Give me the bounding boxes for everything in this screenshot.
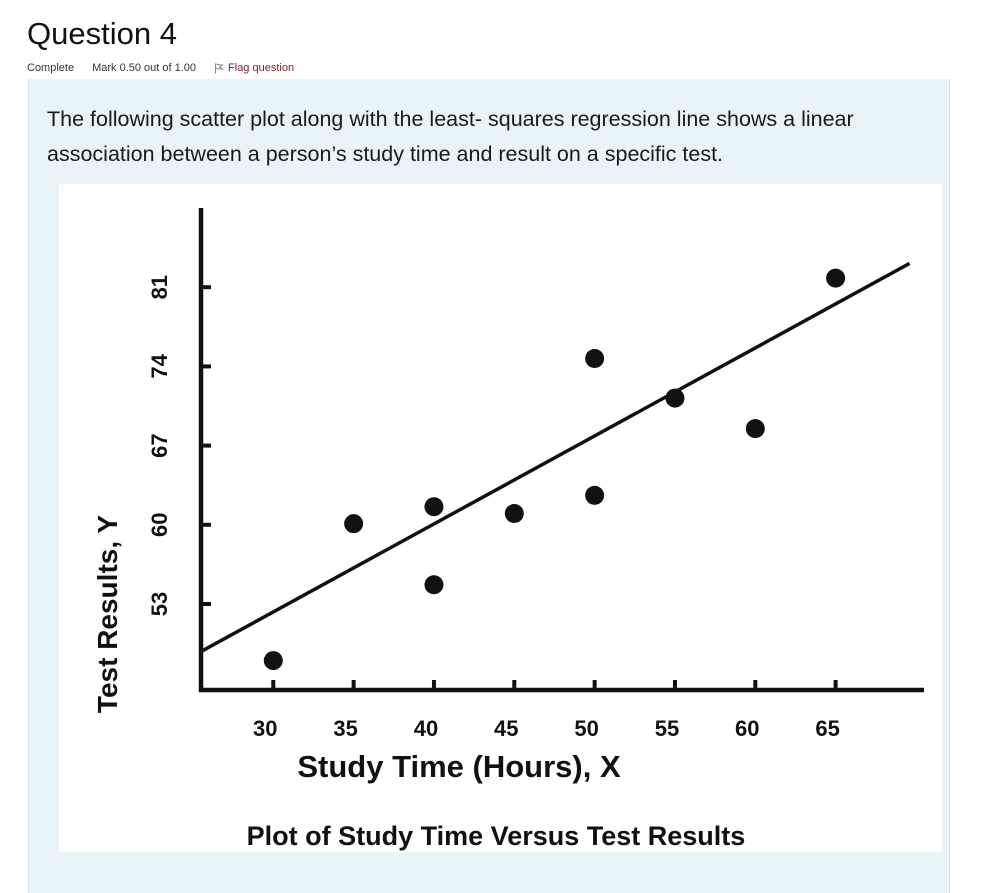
x-tick-label: 35 bbox=[333, 716, 357, 741]
question-text: The following scatter plot along with th… bbox=[47, 107, 854, 166]
data-point bbox=[585, 348, 605, 368]
x-tick-label: 30 bbox=[253, 716, 277, 741]
x-tick-label: 50 bbox=[574, 716, 598, 741]
y-tick-label: 60 bbox=[147, 513, 172, 537]
data-point bbox=[424, 575, 444, 595]
data-point bbox=[504, 503, 524, 523]
x-tick-label: 55 bbox=[655, 716, 679, 741]
flag-question-label: Flag question bbox=[228, 62, 295, 74]
scatter-plot: 30 35 40 45 50 55 60 65 53 60 67 74 81 Study Time (H… bbox=[92, 208, 924, 851]
chart-title: Plot of Study Time Versus Test Results bbox=[247, 821, 746, 851]
flag-icon bbox=[214, 62, 225, 73]
y-tick-label: 81 bbox=[147, 275, 172, 299]
data-point bbox=[263, 651, 283, 671]
y-tick-label: 67 bbox=[147, 433, 172, 457]
data-point bbox=[585, 485, 605, 505]
y-tick-label: 74 bbox=[147, 353, 172, 378]
data-point bbox=[826, 268, 846, 288]
x-tick-label: 65 bbox=[815, 716, 839, 741]
question-title: Question 4 bbox=[27, 16, 177, 51]
flag-question-link[interactable]: Flag question bbox=[214, 62, 294, 74]
question-mark: Mark 0.50 out of 1.00 bbox=[92, 62, 197, 74]
data-point bbox=[665, 388, 685, 408]
x-axis-label: Study Time (Hours), X bbox=[297, 749, 621, 784]
data-point bbox=[424, 497, 444, 517]
data-point bbox=[344, 514, 364, 534]
data-point bbox=[745, 419, 765, 439]
y-tick-label: 53 bbox=[147, 592, 172, 616]
y-axis-label: Test Results, Y bbox=[92, 515, 123, 713]
regression-line bbox=[200, 261, 911, 654]
question-info: Complete Mark 0.50 out of 1.00 Flag ques… bbox=[27, 60, 294, 76]
x-tick-label: 45 bbox=[494, 716, 518, 741]
x-tick-label: 60 bbox=[735, 716, 759, 741]
scatter-plot-image: 30 35 40 45 50 55 60 65 53 60 67 74 81 Study Time (H… bbox=[59, 184, 942, 852]
question-state: Complete bbox=[27, 62, 75, 74]
x-tick-label: 40 bbox=[414, 716, 438, 741]
